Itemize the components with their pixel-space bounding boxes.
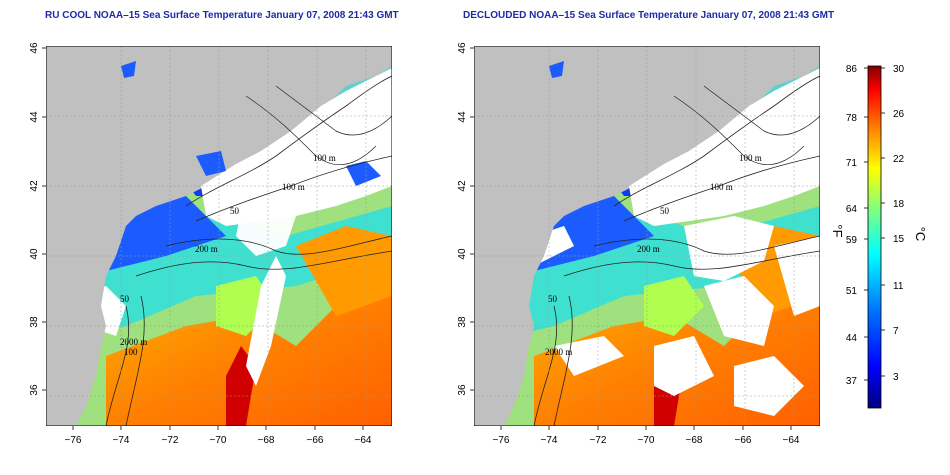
- colorbar-gradient: [867, 65, 882, 409]
- left-lat-axis: 36 38 40 42 44 46: [29, 42, 46, 396]
- contour-label: 2000 m: [545, 347, 572, 357]
- lat-tick-label: 44: [457, 111, 468, 123]
- lat-tick-label: 40: [457, 248, 468, 260]
- lon-tick-label: −76: [493, 435, 510, 446]
- lat-tick-label: 40: [29, 248, 40, 260]
- cb-f-label: 64: [846, 204, 858, 215]
- lon-tick-label: −66: [735, 435, 752, 446]
- lat-tick-label: 46: [29, 42, 40, 54]
- lon-tick-label: −74: [113, 435, 130, 446]
- cb-f-label: 44: [846, 333, 858, 344]
- lat-tick-label: 42: [457, 180, 468, 192]
- lon-tick-label: −72: [590, 435, 607, 446]
- cb-f-label: 51: [846, 286, 858, 297]
- cb-c-label: 11: [893, 281, 904, 292]
- contour-label: 50: [548, 294, 558, 304]
- right-contour-labels: 100 m 100 m 200 m 50 50 2000 m: [545, 153, 762, 357]
- lon-tick-label: −76: [65, 435, 82, 446]
- contour-label: 200 m: [195, 244, 218, 254]
- cb-c-label: 26: [893, 109, 905, 120]
- lon-tick-label: −74: [541, 435, 558, 446]
- right-lat-axis: 36 38 40 42 44 46: [457, 42, 474, 396]
- cb-c-label: 7: [893, 326, 899, 337]
- left-lon-axis: −76 −74 −72 −70 −68 −66 −64: [65, 426, 372, 446]
- cb-c-label: 30: [893, 64, 905, 75]
- lat-tick-label: 36: [457, 384, 468, 396]
- cb-f-label: 59: [846, 235, 858, 246]
- lon-tick-label: −72: [162, 435, 179, 446]
- lon-tick-label: −68: [258, 435, 275, 446]
- cb-f-label: 86: [846, 64, 858, 75]
- lat-tick-label: 38: [29, 316, 40, 328]
- cb-c-label: 3: [893, 372, 899, 383]
- lat-tick-label: 46: [457, 42, 468, 54]
- contour-label: 100 m: [739, 153, 762, 163]
- lon-tick-label: −70: [210, 435, 227, 446]
- left-map: [46, 46, 392, 426]
- contour-label: 50: [660, 206, 670, 216]
- contour-label: 200 m: [637, 244, 660, 254]
- cb-c-label: 22: [893, 154, 905, 165]
- right-map: [474, 46, 820, 426]
- contour-label: 100 m: [282, 182, 305, 192]
- cb-f-label: 71: [846, 158, 858, 169]
- celsius-label: °C: [913, 227, 928, 242]
- lat-tick-label: 36: [29, 384, 40, 396]
- lat-tick-label: 38: [457, 316, 468, 328]
- fahrenheit-label: °F: [830, 224, 845, 237]
- cb-c-label: 15: [893, 234, 905, 245]
- left-panel-title: RU COOL NOAA–15 Sea Surface Temperature …: [45, 10, 399, 21]
- lat-tick-label: 44: [29, 111, 40, 123]
- cb-f-label: 37: [846, 376, 858, 387]
- right-lon-axis: −76 −74 −72 −70 −68 −66 −64: [493, 426, 800, 446]
- contour-label: 100: [124, 347, 138, 357]
- contour-label: 100 m: [313, 153, 336, 163]
- contour-label: 50: [120, 294, 130, 304]
- lon-tick-label: −70: [638, 435, 655, 446]
- contour-label: 100 m: [710, 182, 733, 192]
- cb-c-label: 18: [893, 199, 905, 210]
- lon-tick-label: −66: [307, 435, 324, 446]
- colorbar: 86 78 71 64 59 51 44 37 30 26 22 18 15 11 7 3 °F °C: [830, 64, 928, 409]
- contour-label: 2000 m: [120, 337, 147, 347]
- contour-label: 50: [230, 206, 240, 216]
- lon-tick-label: −68: [686, 435, 703, 446]
- right-panel-title: DECLOUDED NOAA–15 Sea Surface Temperatur…: [463, 10, 835, 21]
- lon-tick-label: −64: [355, 435, 372, 446]
- cb-f-label: 78: [846, 113, 858, 124]
- lon-tick-label: −64: [783, 435, 800, 446]
- lat-tick-label: 42: [29, 180, 40, 192]
